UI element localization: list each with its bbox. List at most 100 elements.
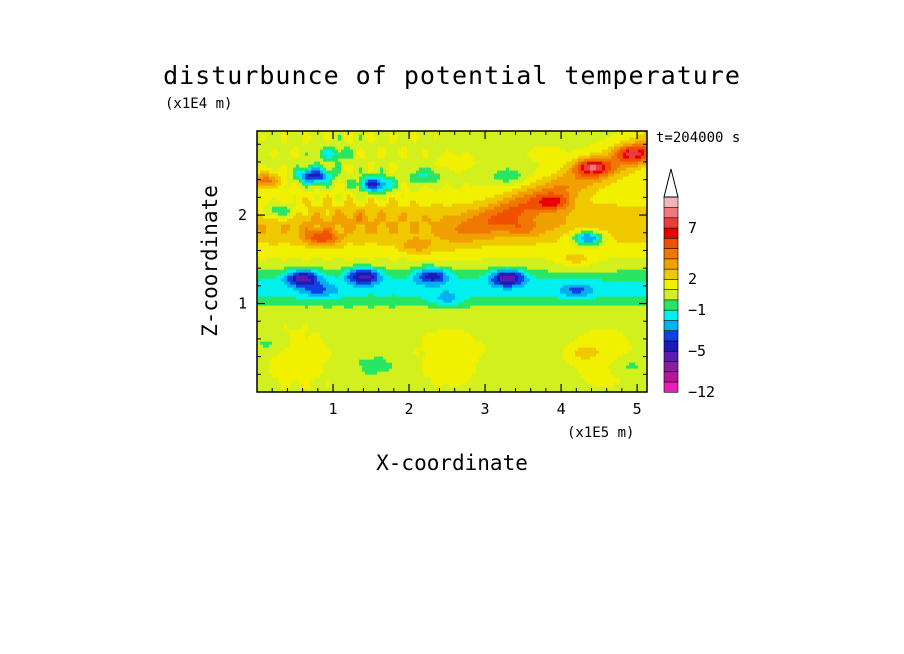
contour-cell <box>257 233 300 237</box>
contour-cell <box>257 335 291 339</box>
contour-cell <box>494 173 522 177</box>
contour-cell <box>257 242 270 246</box>
contour-cell <box>314 164 318 168</box>
contour-cell <box>572 158 579 162</box>
contour-cell <box>440 293 456 297</box>
contour-cell <box>590 170 594 174</box>
contour-cell <box>398 182 402 186</box>
contour-cell <box>257 173 261 177</box>
contour-cell <box>353 191 369 195</box>
contour-cell <box>272 179 279 183</box>
contour-cell <box>365 152 378 156</box>
contour-cell <box>341 197 348 201</box>
contour-cell <box>479 359 567 363</box>
contour-cell <box>605 242 647 246</box>
contour-cell <box>593 230 600 234</box>
contour-cell <box>296 212 303 216</box>
contour-cell <box>404 242 432 246</box>
contour-cell <box>503 197 516 201</box>
contour-cell <box>341 296 423 300</box>
contour-cell <box>257 341 261 345</box>
colorbar-segment <box>663 248 679 260</box>
contour-cell <box>581 161 588 165</box>
contour-cell <box>257 317 647 321</box>
contour-cell <box>641 155 647 159</box>
contour-cell <box>323 200 333 204</box>
contour-cell <box>377 215 387 219</box>
contour-cell <box>572 236 579 240</box>
contour-cell <box>344 137 354 141</box>
contour-cell <box>302 188 315 192</box>
contour-cell <box>581 230 594 234</box>
contour-cell <box>293 209 309 213</box>
contour-cell <box>335 182 345 186</box>
contour-cell <box>410 266 426 270</box>
contour-cell <box>287 323 303 327</box>
contour-cell <box>296 182 303 186</box>
contour-cell <box>257 230 261 234</box>
contour-cell <box>272 149 279 153</box>
contour-cell <box>428 152 444 156</box>
contour-cell <box>596 353 624 357</box>
contour-cell <box>398 248 417 252</box>
contour-cell <box>440 173 495 177</box>
contour-cell <box>512 188 528 192</box>
contour-cell <box>407 257 483 261</box>
contour-cell <box>380 179 393 183</box>
contour-cell <box>293 275 297 279</box>
contour-cell <box>476 368 579 372</box>
contour-cell <box>521 224 537 228</box>
contour-cell <box>344 203 357 207</box>
contour-cell <box>542 176 558 180</box>
contour-cell <box>593 194 647 198</box>
contour-cell <box>290 344 327 348</box>
contour-cell <box>560 200 567 204</box>
contour-cell <box>290 212 297 216</box>
contour-cell <box>335 197 342 201</box>
contour-cell <box>323 362 360 366</box>
contour-cell <box>485 272 492 276</box>
contour-cell <box>383 188 393 192</box>
contour-cell <box>470 377 585 381</box>
contour-cell <box>377 227 390 231</box>
contour-cell <box>422 338 477 342</box>
contour-cell <box>395 245 405 249</box>
contour-cell <box>293 278 297 282</box>
contour-cell <box>269 200 282 204</box>
contour-cell <box>431 239 450 243</box>
contour-cell <box>611 134 639 138</box>
contour-cell <box>332 167 342 171</box>
contour-cell <box>386 218 399 222</box>
contour-cell <box>356 179 360 183</box>
contour-cell <box>257 305 306 309</box>
contour-cell <box>422 269 444 273</box>
contour-cell <box>332 155 354 159</box>
contour-cell <box>290 242 309 246</box>
contour-cell <box>599 245 647 249</box>
contour-cell <box>335 239 342 243</box>
contour-cell <box>365 197 369 201</box>
contour-cell <box>446 272 456 276</box>
contour-cell <box>308 185 327 189</box>
contour-cell <box>566 293 588 297</box>
contour-cell <box>356 218 363 222</box>
contour-cell <box>374 305 390 309</box>
contour-cell <box>590 167 597 171</box>
contour-cell <box>584 164 591 168</box>
contour-cell <box>440 218 468 222</box>
contour-cell <box>536 242 573 246</box>
contour-cell <box>311 182 333 186</box>
contour-cell <box>599 230 609 234</box>
contour-cell <box>305 173 309 177</box>
contour-cell <box>572 290 582 294</box>
contour-cell <box>572 149 603 153</box>
x-tick-label: 2 <box>405 400 414 418</box>
contour-cell <box>308 323 647 327</box>
contour-cell <box>488 275 495 279</box>
contour-cell <box>596 167 603 171</box>
contour-cell <box>323 203 333 207</box>
contour-cell <box>302 386 312 390</box>
contour-cell <box>344 134 354 138</box>
contour-cell <box>554 191 570 195</box>
contour-cell <box>326 272 342 276</box>
